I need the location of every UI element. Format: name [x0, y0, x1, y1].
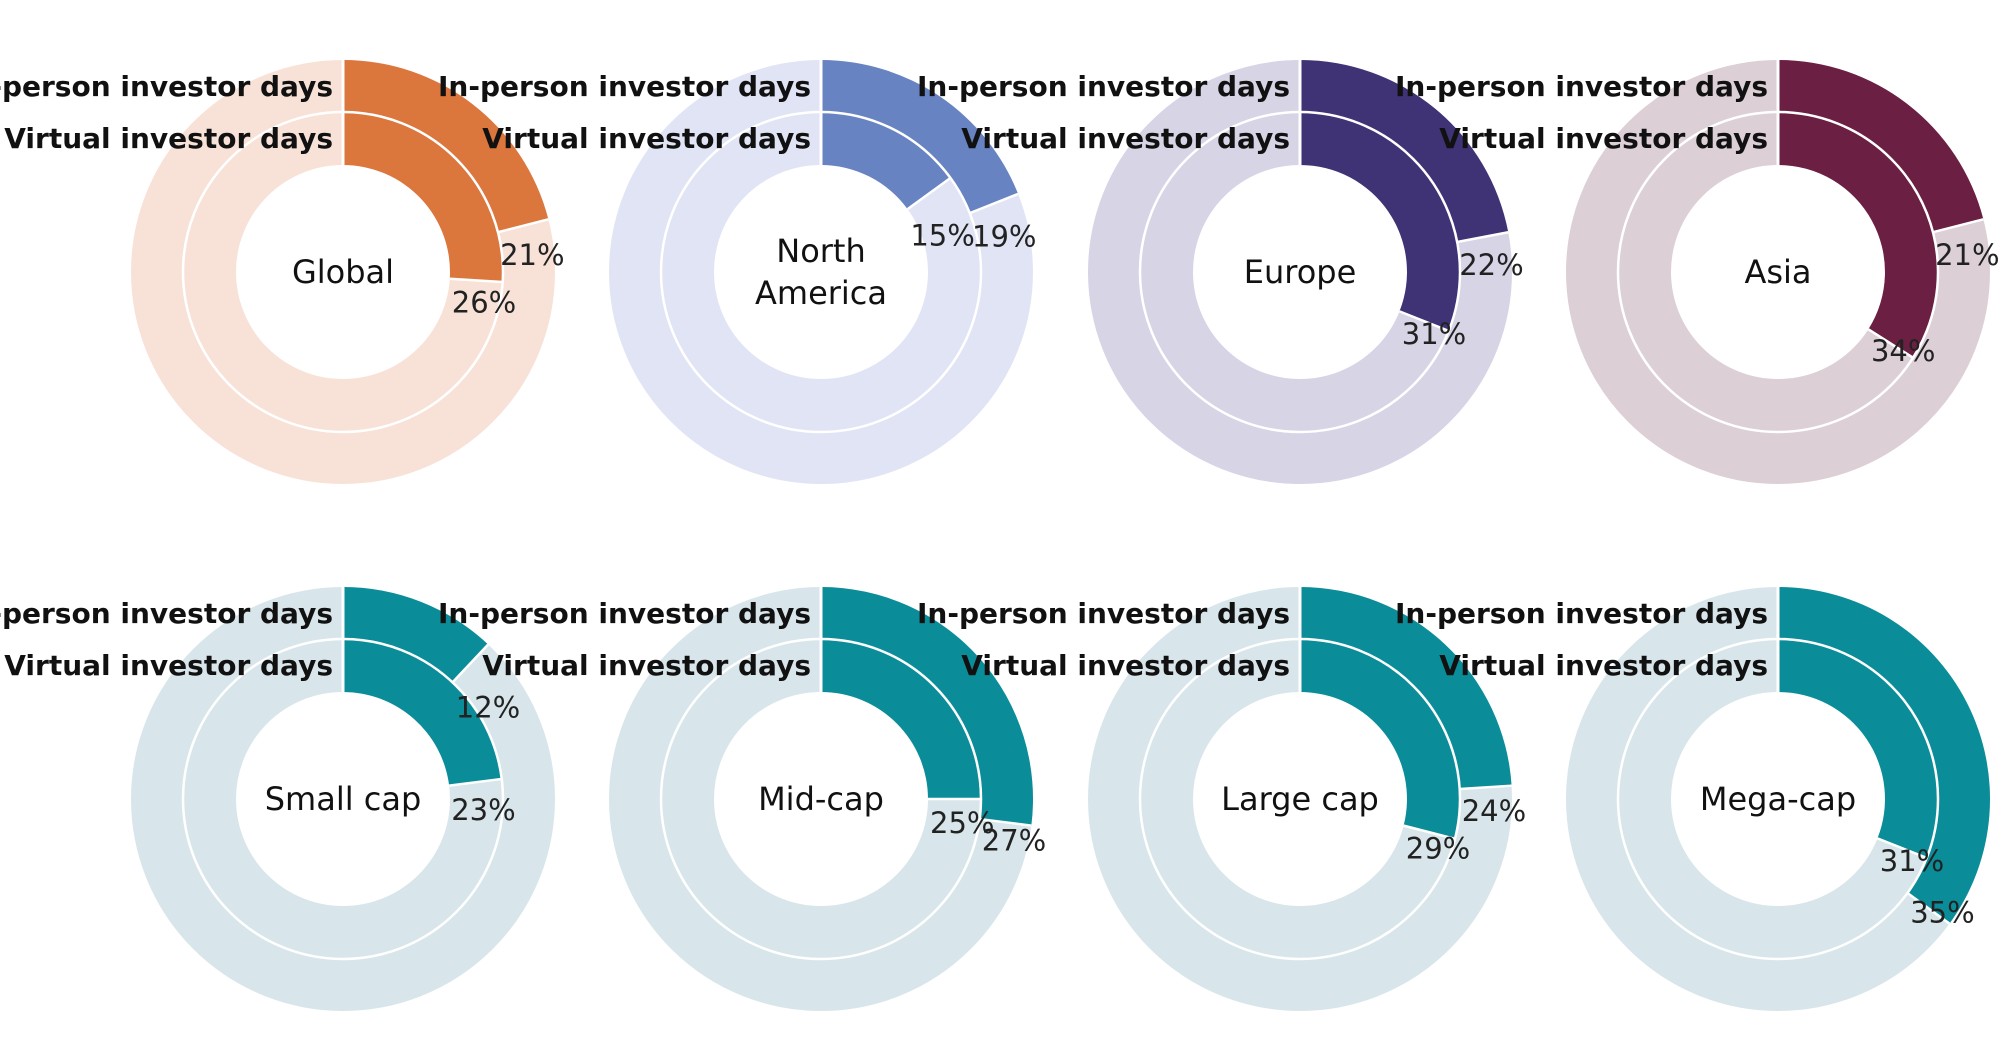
donut-center-title: Europe [1244, 253, 1357, 291]
value-label-in-person: 27% [982, 824, 1046, 858]
donut-center-title: Mega-cap [1700, 780, 1856, 818]
donut-chart-8: In-person investor days Virtual investor … [1395, 585, 1990, 1011]
value-label-in-person: 22% [1459, 248, 1523, 282]
inner-arc-virtual [821, 112, 951, 210]
donut-center-title: North [776, 232, 866, 270]
value-label-in-person: 21% [500, 238, 564, 272]
end-divider [1403, 824, 1456, 841]
end-divider [1456, 231, 1509, 244]
value-label-in-person: 21% [1935, 238, 1999, 272]
series-label-virtual: Virtual investor days [961, 649, 1290, 682]
end-divider [1399, 310, 1450, 333]
donut-chart-1: In-person investor days Virtual investor … [0, 58, 565, 484]
value-label-in-person: 12% [456, 690, 520, 724]
outer-arc-in-person [821, 587, 1034, 826]
inner-arc-virtual [1300, 639, 1460, 839]
value-label-virtual: 23% [451, 793, 515, 827]
end-divider [969, 192, 1019, 215]
series-label-virtual: Virtual investor days [4, 122, 333, 155]
donut-center-title: Large cap [1221, 780, 1379, 818]
outer-arc-in-person [821, 60, 1019, 214]
donut-chart-2: In-person investor days Virtual investor … [438, 58, 1037, 484]
donut-chart-5: In-person investor days Virtual investor … [0, 585, 555, 1011]
series-label-in-person: In-person investor days [917, 70, 1290, 103]
end-divider [451, 643, 490, 684]
series-label-in-person: In-person investor days [0, 597, 333, 630]
series-label-virtual: Virtual investor days [4, 649, 333, 682]
series-label-virtual: Virtual investor days [961, 122, 1290, 155]
value-label-virtual: 31% [1402, 317, 1466, 351]
outer-arc-in-person [1300, 587, 1512, 789]
series-label-in-person: In-person investor days [438, 597, 811, 630]
series-label-in-person: In-person investor days [0, 70, 333, 103]
donut-chart-3: In-person investor days Virtual investor … [917, 58, 1524, 484]
outer-arc-in-person [1778, 587, 1990, 924]
value-label-virtual: 29% [1406, 832, 1470, 866]
donut-center-title: Mid-cap [758, 780, 884, 818]
series-label-in-person: In-person investor days [1395, 597, 1768, 630]
donut-chart-7: In-person investor days Virtual investor … [917, 585, 1526, 1011]
donut-center-title: Small cap [265, 780, 422, 818]
value-label-virtual: 26% [452, 285, 516, 319]
series-label-virtual: Virtual investor days [482, 649, 811, 682]
series-label-virtual: Virtual investor days [1439, 122, 1768, 155]
end-divider [449, 277, 503, 284]
end-divider [1906, 892, 1951, 925]
outer-arc-in-person [343, 60, 549, 233]
end-divider [497, 218, 549, 234]
end-divider [1877, 837, 1928, 860]
outer-arc-in-person [1300, 60, 1509, 243]
value-label-in-person: 19% [972, 220, 1036, 254]
donut-center-title: Asia [1744, 253, 1811, 291]
end-divider [1867, 328, 1914, 359]
end-divider [979, 817, 1032, 827]
donut-center-title: America [755, 274, 887, 312]
inner-arc-virtual [343, 112, 503, 283]
series-label-in-person: In-person investor days [1395, 70, 1768, 103]
donut-chart-4: In-person investor days Virtual investor … [1395, 58, 2000, 484]
value-label-virtual: 15% [910, 218, 974, 252]
series-label-in-person: In-person investor days [917, 597, 1290, 630]
outer-arc-in-person [1778, 60, 1984, 233]
value-label-virtual: 34% [1871, 334, 1935, 368]
end-divider [448, 777, 502, 787]
outer-arc-in-person [343, 587, 489, 683]
value-label-in-person: 35% [1910, 896, 1974, 930]
end-divider [906, 176, 952, 211]
donut-center-title: Global [292, 253, 394, 291]
inner-arc-virtual [1778, 112, 1938, 358]
value-label-virtual: 31% [1880, 844, 1944, 878]
end-divider [1459, 784, 1512, 791]
inner-arc-virtual [343, 639, 502, 786]
end-divider [1932, 218, 1984, 234]
donut-chart-6: In-person investor days Virtual investor … [438, 585, 1046, 1011]
series-label-virtual: Virtual investor days [482, 122, 811, 155]
value-label-virtual: 25% [930, 806, 994, 840]
inner-arc-virtual [821, 639, 981, 799]
value-label-in-person: 24% [1462, 794, 1526, 828]
series-label-virtual: Virtual investor days [1439, 649, 1768, 682]
series-label-in-person: In-person investor days [438, 70, 811, 103]
